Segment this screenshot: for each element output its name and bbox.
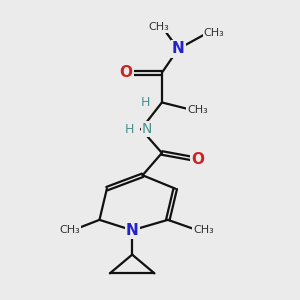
Text: O: O xyxy=(120,65,133,80)
Text: O: O xyxy=(191,152,204,167)
Text: CH₃: CH₃ xyxy=(193,225,214,235)
Text: CH₃: CH₃ xyxy=(187,105,208,115)
Text: CH₃: CH₃ xyxy=(203,28,224,38)
Text: H: H xyxy=(124,123,134,136)
Text: N: N xyxy=(172,41,184,56)
Text: N: N xyxy=(142,122,152,136)
Text: H: H xyxy=(141,96,150,109)
Text: CH₃: CH₃ xyxy=(59,225,80,235)
Text: CH₃: CH₃ xyxy=(148,22,169,32)
Text: N: N xyxy=(126,223,139,238)
